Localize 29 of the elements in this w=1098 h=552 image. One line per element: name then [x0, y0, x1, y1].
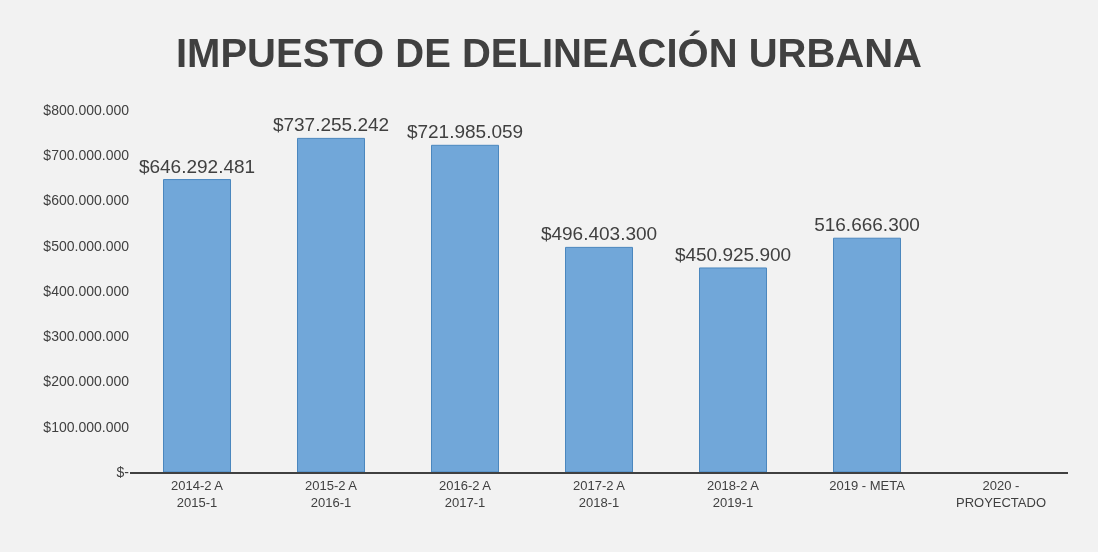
- y-tick-label: $200.000.000: [43, 373, 130, 390]
- y-tick-label: $500.000.000: [43, 237, 130, 254]
- data-label: $646.292.481: [138, 155, 256, 177]
- y-tick-label: $800.000.000: [43, 101, 130, 118]
- bar: [833, 237, 901, 472]
- y-tick-label: $400.000.000: [43, 282, 130, 299]
- bar: [699, 267, 767, 472]
- y-tick-label: $600.000.000: [43, 192, 130, 209]
- data-label: $721.985.059: [406, 121, 524, 143]
- bar: [297, 137, 365, 472]
- y-tick-label: $-: [116, 463, 130, 480]
- chart-title: IMPUESTO DE DELINEACIÓN URBANA: [176, 29, 922, 75]
- data-label: 516.666.300: [814, 214, 920, 236]
- y-tick-label: $100.000.000: [43, 418, 130, 435]
- data-label: $450.925.900: [674, 243, 792, 265]
- bar: [565, 246, 633, 472]
- x-tick-label: 2018-2 A 2019-1: [706, 477, 760, 510]
- bar: [163, 179, 231, 472]
- data-label: $737.255.242: [272, 114, 390, 136]
- bar: [431, 144, 499, 472]
- x-tick-label: 2014-2 A 2015-1: [170, 477, 224, 510]
- data-label: $496.403.300: [540, 223, 658, 245]
- x-tick-label: 2015-2 A 2016-1: [304, 477, 358, 510]
- x-tick-label: 2019 - META: [829, 477, 906, 493]
- x-tick-label: 2020 - PROYECTADO: [955, 477, 1047, 510]
- x-tick-label: 2016-2 A 2017-1: [438, 477, 492, 510]
- y-tick-label: $300.000.000: [43, 328, 130, 345]
- y-tick-label: $700.000.000: [43, 147, 130, 164]
- x-tick-label: 2017-2 A 2018-1: [572, 477, 626, 510]
